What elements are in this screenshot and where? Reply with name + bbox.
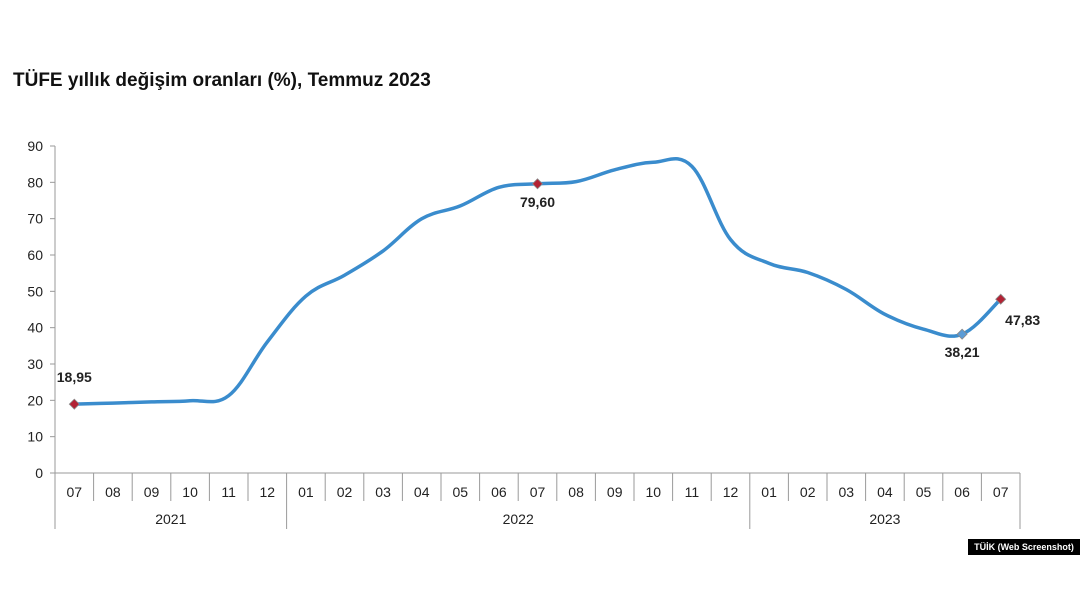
x-tick-label: 01 <box>761 484 777 500</box>
x-tick-label: 07 <box>530 484 546 500</box>
x-tick-label: 05 <box>453 484 469 500</box>
data-label: 79,60 <box>520 194 555 210</box>
x-tick-label: 06 <box>491 484 507 500</box>
x-tick-label: 08 <box>105 484 121 500</box>
x-tick-label: 06 <box>954 484 970 500</box>
x-tick-label: 11 <box>221 484 236 500</box>
y-tick-label: 30 <box>27 356 43 372</box>
data-labels-layer: 18,95 79,60 38,21 47,83 <box>57 194 1041 385</box>
y-tick-label: 70 <box>27 211 43 227</box>
x-tick-label: 09 <box>607 484 623 500</box>
data-label: 18,95 <box>57 369 92 385</box>
x-tick-label: 10 <box>182 484 198 500</box>
year-label: 2023 <box>869 511 900 527</box>
x-tick-label: 08 <box>568 484 584 500</box>
x-tick-label: 03 <box>839 484 855 500</box>
x-tick-label: 07 <box>993 484 1009 500</box>
x-tick-label: 09 <box>144 484 160 500</box>
x-tick-label: 04 <box>877 484 893 500</box>
y-tick-label: 90 <box>27 138 43 154</box>
y-tick-label: 80 <box>27 174 43 190</box>
x-tick-label: 03 <box>375 484 391 500</box>
data-point-marker <box>956 328 968 340</box>
x-tick-label: 07 <box>67 484 83 500</box>
x-tick-label: 01 <box>298 484 314 500</box>
data-label: 38,21 <box>945 344 980 360</box>
x-tick-label: 05 <box>916 484 932 500</box>
y-tick-label: 60 <box>27 247 43 263</box>
y-tick-label: 10 <box>27 429 43 445</box>
y-tick-label: 20 <box>27 392 43 408</box>
year-label: 2021 <box>155 511 186 527</box>
x-tick-label: 02 <box>337 484 353 500</box>
year-label: 2022 <box>503 511 534 527</box>
source-credit: TÜİK (Web Screenshot) <box>968 539 1080 555</box>
y-tick-label: 50 <box>27 283 43 299</box>
y-tick-label: 40 <box>27 320 43 336</box>
x-tick-label: 12 <box>723 484 739 500</box>
data-label: 47,83 <box>1005 312 1040 328</box>
x-tick-label: 04 <box>414 484 430 500</box>
markers-layer <box>68 178 1007 410</box>
data-point-marker <box>68 398 80 410</box>
x-tick-label: 02 <box>800 484 816 500</box>
x-tick-label: 12 <box>260 484 276 500</box>
y-tick-label: 0 <box>35 465 43 481</box>
x-tick-label: 10 <box>646 484 662 500</box>
chart-title: TÜFE yıllık değişim oranları (%), Temmuz… <box>13 70 431 91</box>
x-tick-label: 11 <box>685 484 700 500</box>
data-point-marker <box>531 178 544 190</box>
data-point-marker <box>995 293 1007 305</box>
